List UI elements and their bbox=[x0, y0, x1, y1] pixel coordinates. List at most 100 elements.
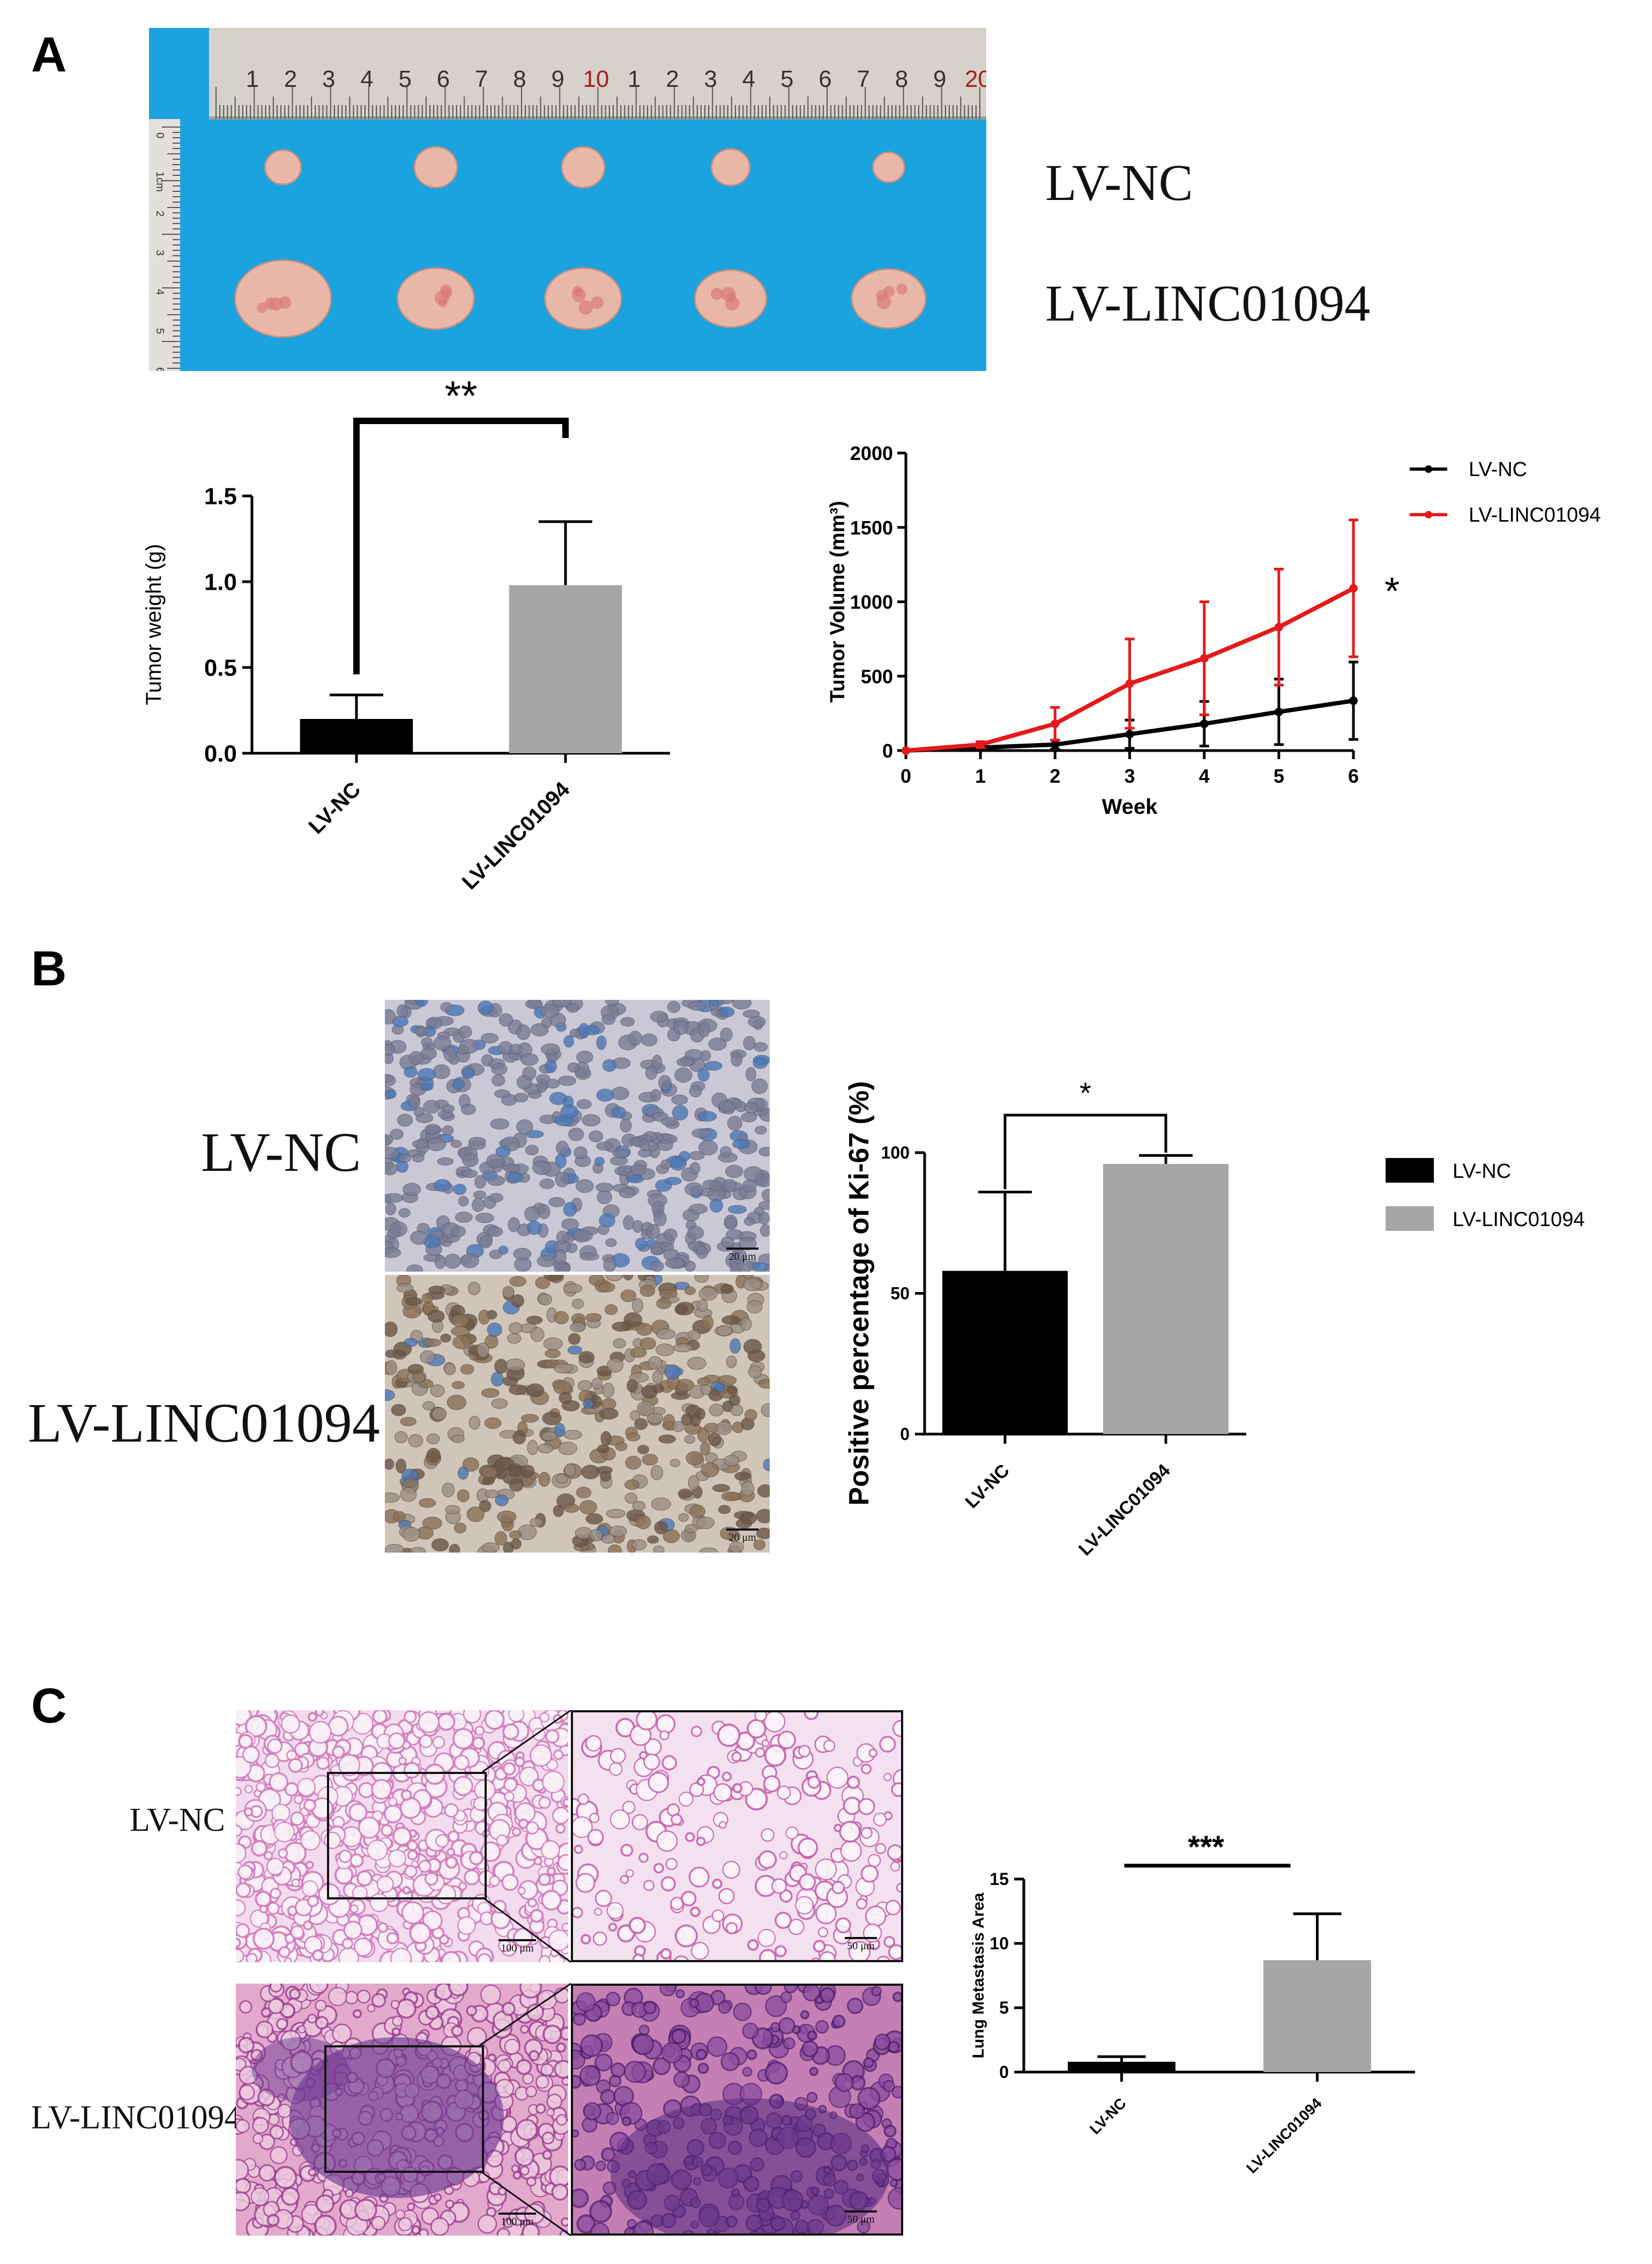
legend-swatch bbox=[1386, 1206, 1434, 1231]
y-axis-label: Lung Metastasis Area bbox=[970, 1892, 987, 2058]
lung-image-lv-linc01094-low: 100 μm bbox=[236, 1984, 568, 2236]
ruler-number: 2 bbox=[284, 66, 297, 92]
lung-image-lv-nc-low: 100 μm bbox=[236, 1710, 568, 1962]
x-tick-label: 6 bbox=[1348, 765, 1359, 787]
y-tick-label: 0 bbox=[999, 2062, 1009, 2082]
lung-scale-bar-lv-linc01094-high: 50 μm bbox=[837, 2210, 885, 2226]
ruler-number: 5 bbox=[154, 328, 166, 334]
ruler-number: 1 bbox=[628, 66, 641, 92]
legend-marker bbox=[1425, 465, 1432, 473]
zoom-box-lv-nc bbox=[327, 1772, 487, 1899]
lung-image-lv-nc-high-drawing bbox=[573, 1712, 901, 1960]
x-tick-label: LV-LINC01094 bbox=[1243, 2095, 1325, 2177]
lung-scale-bar-lv-linc01094-high-label: 50 μm bbox=[847, 2214, 875, 2225]
ihc-label-lv-linc01094: LV-LINC01094 bbox=[28, 1392, 380, 1454]
ruler-number: 8 bbox=[895, 66, 908, 92]
legend-label: LV-NC bbox=[1453, 1160, 1511, 1183]
data-point bbox=[976, 740, 985, 749]
zoom-box-lv-linc01094 bbox=[324, 2045, 484, 2173]
lung-label-lv-nc: LV-NC bbox=[130, 1802, 226, 1838]
data-point bbox=[1200, 654, 1209, 663]
ruler-number: 10 bbox=[583, 66, 609, 92]
ki67-chart: 0 50 100 Positive percentage of Ki-67 (%) LV… bbox=[844, 1076, 1584, 1560]
y-tick-label: 100 bbox=[881, 1143, 910, 1162]
ruler-number: 2 bbox=[154, 211, 166, 217]
ruler-number: 7 bbox=[857, 66, 869, 92]
y-tick-label: 2000 bbox=[850, 442, 893, 464]
lung-image-lv-linc01094-high: 50 μm bbox=[571, 1984, 903, 2236]
y-tick-label: 10 bbox=[989, 1934, 1009, 1953]
x-axis-label: Week bbox=[1102, 795, 1158, 819]
photo-label-lv-linc01094: LV-LINC01094 bbox=[1045, 274, 1371, 332]
x-tick-label: 0 bbox=[901, 765, 911, 787]
lung-scale-bar-lv-nc-low: 100 μm bbox=[488, 1939, 547, 1955]
y-tick-label: 50 bbox=[890, 1284, 910, 1303]
ruler-number: 4 bbox=[154, 289, 166, 295]
ruler-number: 8 bbox=[513, 66, 526, 92]
bar-lv-nc bbox=[1068, 2061, 1175, 2072]
data-point bbox=[1051, 740, 1060, 749]
ruler-number: 3 bbox=[154, 250, 166, 256]
ruler-number: 7 bbox=[475, 66, 488, 92]
lung-image-lv-linc01094-low-drawing bbox=[236, 1984, 568, 2236]
ruler-number: 5 bbox=[780, 66, 793, 92]
significance-label: *** bbox=[1188, 1830, 1224, 1865]
significance-label: * bbox=[1080, 1076, 1091, 1110]
x-tick-label: LV-NC bbox=[304, 777, 365, 838]
x-tick-label: 3 bbox=[1124, 765, 1135, 787]
data-point bbox=[1125, 730, 1134, 739]
legend-label: LV-LINC01094 bbox=[1469, 504, 1601, 526]
lung-label-lv-linc01094: LV-LINC01094 bbox=[31, 2099, 241, 2136]
significance-bracket bbox=[1003, 1114, 1167, 1190]
tumor-volume-chart: 0 500 1000 1500 2000 0 1 2 3 4 5 6 Week Tumor Volume … bbox=[827, 442, 1601, 819]
panel-label-b: B bbox=[31, 941, 67, 996]
lung-scale-bar-lv-nc-high: 50 μm bbox=[837, 1937, 885, 1953]
x-tick-label: 4 bbox=[1199, 765, 1210, 787]
photo-label-lv-nc: LV-NC bbox=[1045, 154, 1193, 211]
tumor-lv-nc bbox=[413, 146, 458, 189]
ruler-number: 4 bbox=[360, 66, 373, 92]
significance-bracket bbox=[353, 418, 569, 674]
y-tick-label: 0 bbox=[882, 740, 893, 762]
x-tick-label: LV-LINC01094 bbox=[1075, 1460, 1174, 1560]
data-point bbox=[902, 746, 910, 755]
y-tick-label: 1.0 bbox=[204, 569, 237, 595]
ruler-number: 20 bbox=[965, 66, 986, 92]
ruler-number: 6 bbox=[154, 367, 166, 371]
lung-scale-bar-lv-nc-high-label: 50 μm bbox=[847, 1940, 875, 1952]
data-point bbox=[1349, 696, 1358, 706]
ihc-image-lv-linc01094-drawing bbox=[385, 1275, 770, 1553]
y-tick-label: 1500 bbox=[850, 517, 893, 539]
bar-lv-nc bbox=[300, 719, 413, 753]
ihc-scale-bar-lv-nc-label: 20 μm bbox=[728, 1251, 756, 1263]
y-tick-label: 500 bbox=[861, 665, 893, 687]
tumor-photo: 0 1cm 2 3 4 5 6 1 2 3 4 5 6 7 8 9 10 1 2 3 4 5 6 7 8 9 20 bbox=[149, 28, 986, 371]
bar-lv-linc01094 bbox=[509, 585, 622, 753]
y-tick-label: 1000 bbox=[850, 591, 893, 613]
x-tick-label: 5 bbox=[1274, 765, 1284, 787]
ruler-number: 9 bbox=[933, 66, 946, 92]
bar-lv-linc01094 bbox=[1263, 1960, 1371, 2072]
ihc-scale-bar-lv-linc01094: 20 μm bbox=[724, 1528, 761, 1544]
ihc-scale-bar-lv-nc: 20 μm bbox=[724, 1248, 761, 1263]
significance-label: ** bbox=[445, 372, 478, 419]
ihc-image-lv-nc: 20 μm bbox=[385, 1000, 770, 1272]
y-tick-label: 0.0 bbox=[204, 740, 237, 767]
data-point bbox=[1274, 707, 1283, 716]
tumor-weight-chart: 0.0 0.5 1.0 1.5 Tumor weight (g) LV-NC LV-LINC… bbox=[142, 372, 670, 894]
lung-scale-bar-lv-nc-low-label: 100 μm bbox=[501, 1942, 534, 1954]
lung-image-lv-nc-high: 50 μm bbox=[571, 1710, 903, 1962]
y-axis-label: Positive percentage of Ki-67 (%) bbox=[844, 1081, 875, 1506]
y-tick-label: 0 bbox=[900, 1424, 910, 1444]
bar-lv-linc01094 bbox=[1103, 1164, 1229, 1434]
y-axis-label: Tumor Volume (mm³) bbox=[827, 501, 849, 702]
legend-marker bbox=[1425, 511, 1432, 518]
legend-label: LV-NC bbox=[1469, 458, 1527, 481]
x-tick-label: 1 bbox=[975, 765, 986, 787]
y-tick-label: 0.5 bbox=[204, 655, 237, 681]
data-point bbox=[1349, 584, 1358, 593]
bar-lv-nc bbox=[942, 1271, 1068, 1434]
ruler-number: 1cm bbox=[154, 172, 166, 192]
